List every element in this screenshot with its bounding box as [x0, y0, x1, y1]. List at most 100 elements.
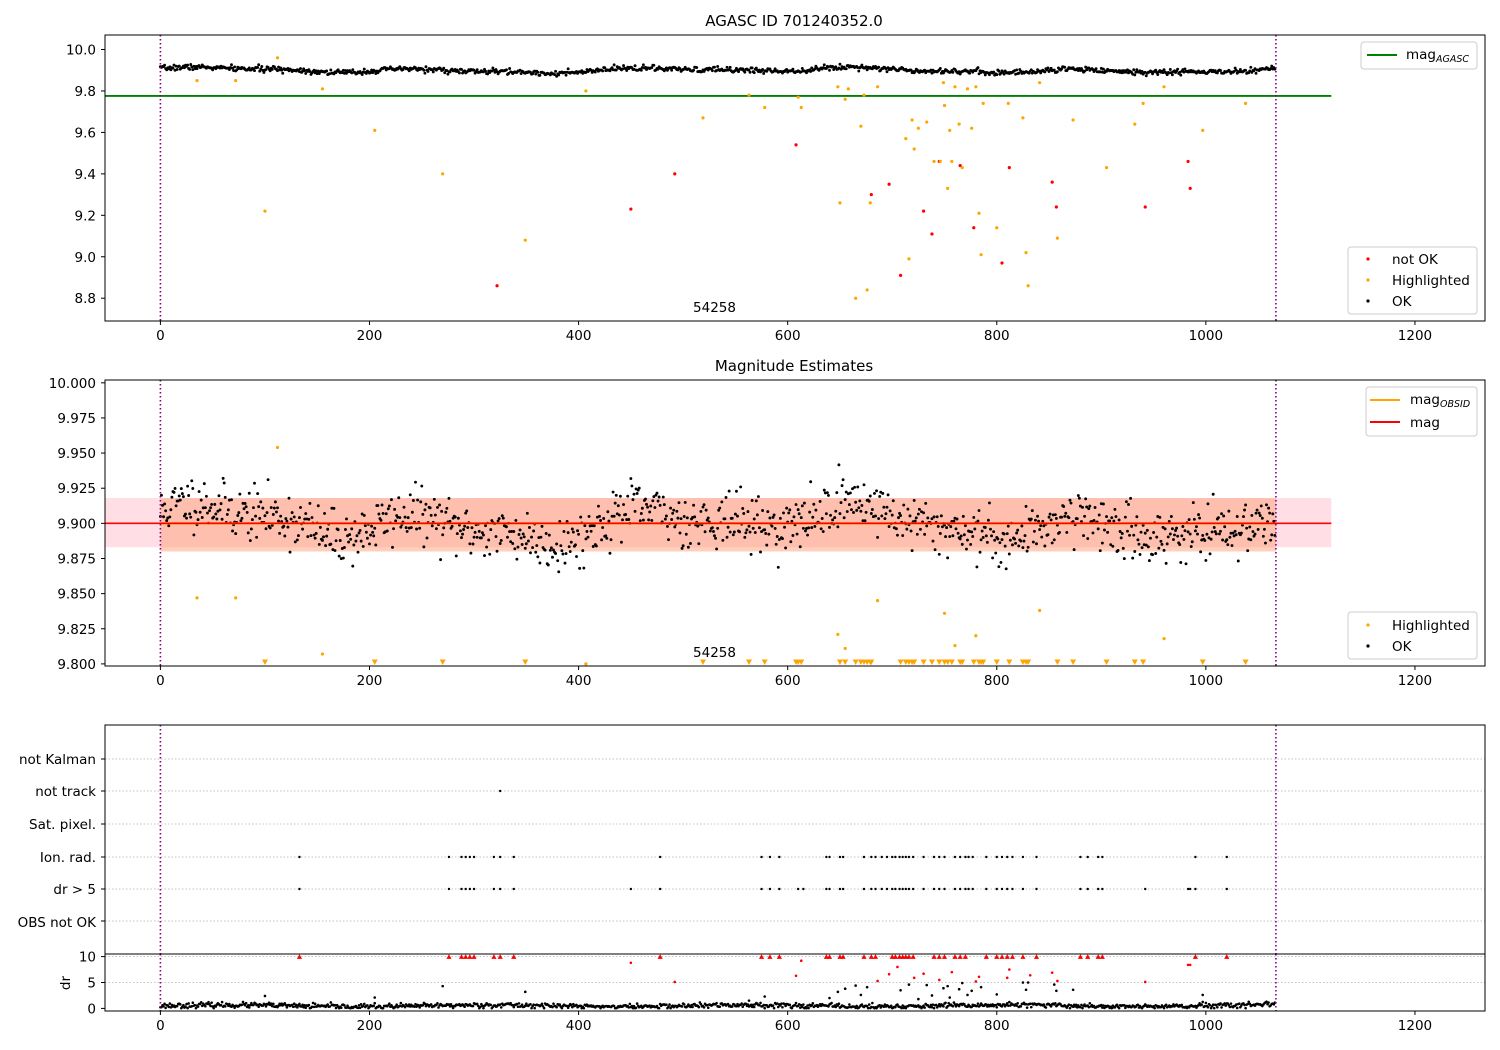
ok-point — [369, 533, 372, 537]
dr-point — [922, 972, 925, 975]
dr-point — [854, 984, 857, 987]
ok-point — [369, 71, 372, 74]
ok-point — [531, 546, 535, 550]
ok-point — [215, 517, 219, 521]
ok-point — [841, 478, 845, 482]
ok-point — [856, 485, 860, 489]
ok-point — [1068, 498, 1072, 502]
ok-point — [308, 501, 312, 505]
ok-point — [1132, 533, 1136, 537]
ok-point — [257, 63, 261, 67]
ok-point — [1179, 73, 1183, 77]
ok-point — [666, 524, 669, 528]
ok-point — [489, 528, 493, 532]
ok-point — [906, 507, 910, 511]
flag-point — [1035, 887, 1038, 891]
ok-point — [616, 504, 620, 508]
ok-point — [443, 71, 447, 75]
dr-point — [994, 1003, 998, 1007]
ok-point — [640, 506, 644, 510]
dr-point — [1235, 1006, 1239, 1010]
ok-point — [448, 519, 452, 523]
ok-point — [162, 515, 165, 519]
ok-point — [621, 518, 624, 522]
ok-point — [253, 481, 256, 485]
flag-point — [870, 855, 873, 859]
ok-point — [855, 508, 859, 512]
ok-point — [1209, 537, 1213, 541]
ok-point — [672, 508, 676, 512]
ok-point — [167, 524, 171, 528]
highlighted-point — [843, 646, 847, 651]
dr-point — [750, 1005, 754, 1009]
flag-point — [1006, 855, 1009, 859]
flag-point — [874, 887, 877, 891]
dr-capped-marker — [1085, 954, 1091, 959]
dr-point — [560, 1006, 564, 1010]
highlighted-point — [979, 253, 983, 257]
ok-point — [754, 499, 758, 503]
dr-point — [1016, 1001, 1019, 1005]
ok-point — [745, 528, 749, 532]
dr-point — [1203, 1004, 1207, 1008]
dr-point — [1026, 981, 1030, 984]
ok-point — [1176, 67, 1180, 71]
ok-point — [456, 516, 460, 520]
dr-point — [256, 1003, 259, 1007]
ok-point — [1043, 70, 1047, 74]
dr-capped-marker — [1077, 954, 1084, 959]
dr-point — [749, 1003, 753, 1007]
ok-point — [969, 542, 973, 546]
not-ok-point — [958, 163, 962, 168]
ok-point — [540, 524, 544, 528]
ok-point — [587, 514, 591, 518]
ok-point — [1109, 543, 1113, 547]
dr-point — [634, 1006, 638, 1010]
ok-point — [566, 67, 570, 71]
ok-point — [851, 487, 854, 491]
ok-point — [1011, 543, 1014, 547]
dr-point — [421, 1003, 425, 1007]
ok-point — [522, 535, 526, 539]
ok-point — [323, 511, 326, 515]
ok-point — [682, 515, 686, 518]
dr-point — [793, 1003, 797, 1007]
ok-point — [1272, 519, 1276, 523]
ok-point — [1062, 504, 1066, 508]
ok-point — [940, 525, 944, 529]
ok-point — [856, 66, 860, 69]
ok-point — [377, 512, 381, 516]
ok-point — [440, 509, 444, 513]
panel-flags: not Kalman not track Sat. pixel. Ion. ra… — [18, 724, 1486, 955]
y-tick-label: 9.0 — [75, 250, 96, 266]
ok-point — [1270, 533, 1274, 537]
dr-point — [1216, 1005, 1219, 1009]
highlighted-point — [275, 445, 280, 450]
ok-point — [970, 530, 974, 534]
ok-point — [324, 544, 328, 548]
below-range-marker — [1006, 659, 1013, 665]
ok-point — [284, 517, 288, 521]
below-range-marker — [439, 659, 446, 665]
ok-point — [329, 542, 333, 546]
ok-point — [811, 515, 815, 519]
not-ok-point — [794, 143, 798, 147]
panel2-obsid-label: 54258 — [693, 645, 736, 661]
dr-point — [1075, 1006, 1079, 1009]
dr-point — [1212, 1006, 1216, 1010]
ok-point — [1230, 544, 1234, 547]
ok-point — [563, 70, 567, 74]
dr-point — [801, 1005, 804, 1009]
ok-point — [776, 565, 780, 569]
dr-capped-marker — [491, 954, 497, 959]
x-tick-label: 400 — [566, 328, 592, 344]
ok-point — [880, 514, 884, 518]
ok-point — [1054, 516, 1058, 520]
ok-point — [748, 70, 752, 74]
highlighted-point — [859, 124, 863, 128]
dr-capped-marker — [840, 954, 846, 959]
dr-point — [957, 987, 961, 991]
ok-point — [315, 72, 319, 76]
dr-point — [1008, 1000, 1011, 1004]
dr-point — [301, 1003, 304, 1007]
